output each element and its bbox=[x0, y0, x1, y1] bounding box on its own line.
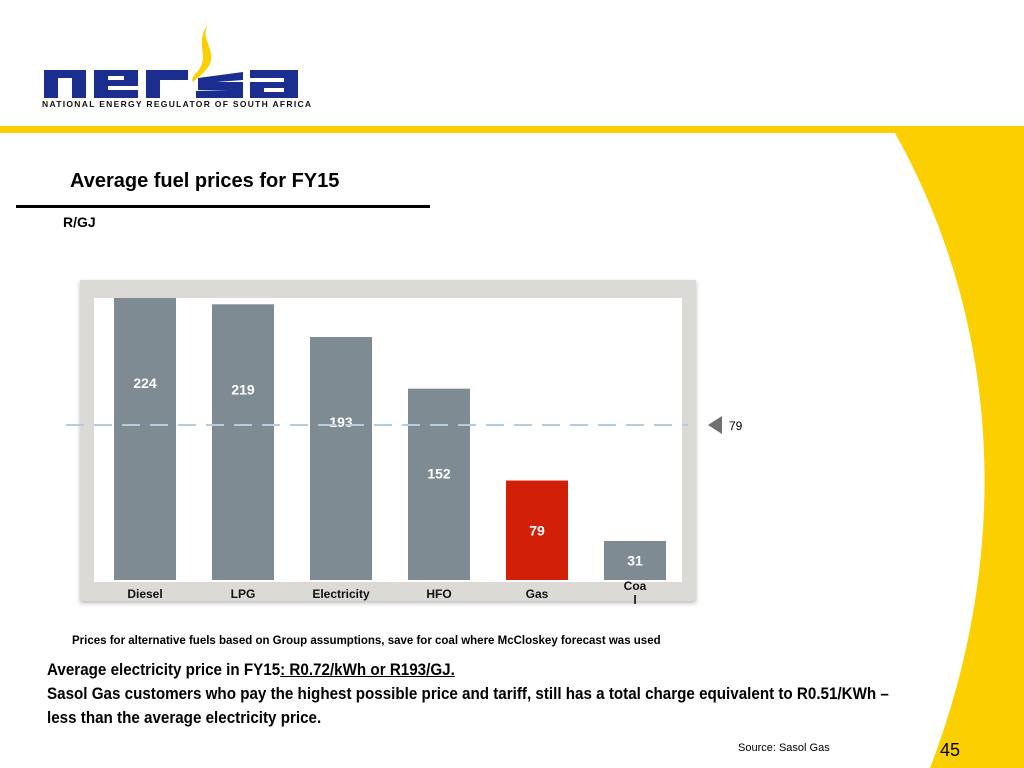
summary-line-1: Average electricity price in FY15: R0.72… bbox=[47, 658, 903, 682]
bar-value-label: 224 bbox=[133, 375, 157, 391]
summary-line-1-prefix: Average electricity price in FY15 bbox=[47, 661, 281, 679]
header-yellow-band bbox=[0, 126, 1024, 133]
page-number: 45 bbox=[940, 740, 961, 760]
bar-series: 224 219 193 152 79 31 bbox=[114, 298, 666, 580]
bar-lpg bbox=[212, 304, 274, 580]
nersa-logo-mark bbox=[44, 24, 298, 98]
x-axis-category-label: l bbox=[633, 593, 636, 607]
summary-text: Average electricity price in FY15: R0.72… bbox=[47, 658, 903, 730]
fuel-price-bar-chart: 224 219 193 152 79 31 79 Diesel LPG Electricity… bbox=[66, 280, 743, 607]
logo-tagline: NATIONAL ENERGY REGULATOR OF SOUTH AFRIC… bbox=[42, 99, 313, 109]
bar-value-label: 31 bbox=[627, 552, 643, 568]
summary-line-2: Sasol Gas customers who pay the highest … bbox=[47, 685, 889, 727]
bar-value-label: 193 bbox=[329, 414, 353, 430]
bar-value-label: 79 bbox=[529, 522, 545, 538]
reference-line-group: 79 bbox=[66, 416, 743, 434]
summary-line-1-underlined: : R0.72/kWh or R193/GJ. bbox=[280, 661, 455, 679]
x-axis-category-label: Gas bbox=[526, 587, 549, 601]
bar-gas bbox=[506, 480, 568, 580]
chart-plot-area bbox=[94, 298, 682, 582]
flame-icon bbox=[192, 24, 212, 82]
bar-value-label: 152 bbox=[427, 466, 451, 482]
x-axis-category-label: HFO bbox=[426, 587, 451, 601]
reference-line-label: 79 bbox=[729, 419, 743, 433]
reference-pointer-icon bbox=[708, 416, 722, 434]
x-axis-category-label: Diesel bbox=[127, 587, 162, 601]
bar-value-label: 219 bbox=[231, 381, 255, 397]
bar-coal bbox=[604, 540, 666, 580]
chart-footnote: Prices for alternative fuels based on Gr… bbox=[72, 635, 661, 647]
bar-hfo bbox=[408, 388, 470, 580]
x-axis-category-label: LPG bbox=[231, 587, 256, 601]
slide-title: Average fuel prices for FY15 bbox=[70, 170, 340, 192]
x-axis-category-label: Electricity bbox=[312, 587, 370, 601]
title-underline bbox=[16, 205, 430, 208]
source-note: Source: Sasol Gas bbox=[738, 742, 830, 754]
bar-diesel bbox=[114, 298, 176, 580]
x-axis-category-label: Coa bbox=[624, 579, 647, 593]
y-axis-unit-label: R/GJ bbox=[63, 214, 96, 230]
right-yellow-swoosh bbox=[895, 133, 1024, 768]
bar-electricity bbox=[310, 337, 372, 580]
